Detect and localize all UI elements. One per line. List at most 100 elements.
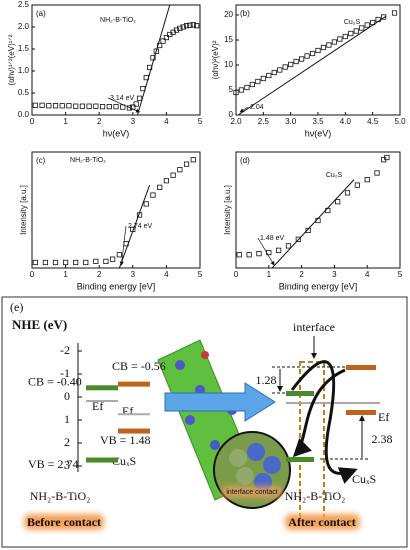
data-point: [32, 102, 38, 108]
data-point: [136, 95, 143, 101]
y-axis-label: Intensity [a.u.]: [19, 185, 28, 235]
panel-label: (b): [240, 9, 250, 18]
data-point: [63, 259, 69, 266]
y-axis-label: (αhν)¹ᐟ²(eV)¹ᐟ²: [7, 34, 16, 85]
data-point: [309, 50, 316, 57]
data-point: [380, 14, 387, 20]
after-vb-green: [286, 457, 314, 462]
data-point: [52, 259, 59, 266]
data-point: [73, 259, 79, 266]
x-tick-label: 5: [398, 270, 403, 279]
fit-line: [118, 184, 151, 269]
data-point: [110, 256, 116, 262]
data-point: [344, 190, 351, 196]
x-tick-label: 4.0: [340, 117, 352, 126]
data-point: [52, 103, 59, 109]
data-point: [73, 103, 79, 109]
data-point: [183, 161, 190, 167]
data-point: [384, 154, 390, 161]
before-glow: [24, 514, 104, 530]
plot-frame: [235, 151, 401, 269]
data-point: [173, 27, 180, 33]
data-point: [150, 192, 156, 198]
data-point: [163, 178, 169, 184]
before-label: Before contact: [27, 515, 101, 529]
series-label: NH₂-B-TiO₂: [70, 157, 106, 164]
y-tick-label: 2.5: [18, 0, 30, 9]
data-point: [126, 105, 133, 111]
data-point: [59, 103, 65, 109]
band-level: [118, 381, 150, 387]
after-label: After contact: [288, 515, 355, 529]
data-point: [285, 243, 292, 249]
x-tick-label: 1: [63, 117, 68, 126]
inset-label: interface contact: [226, 489, 277, 496]
annotation-arrow: [119, 225, 127, 266]
cu-after: CuₓS: [352, 472, 376, 486]
energy-tick-label: 3: [64, 458, 70, 472]
data-point: [93, 258, 99, 264]
panel-label: (e): [10, 300, 23, 314]
data-point: [190, 22, 196, 28]
fit-line: [137, 4, 171, 116]
data-point: [113, 104, 119, 110]
data-point: [295, 236, 301, 242]
series-label: NH₂-B-TiO₂: [100, 17, 136, 24]
x-axis-label: hν(eV): [103, 128, 130, 138]
x-tick-label: 2: [97, 117, 102, 126]
data-point: [177, 167, 183, 173]
transfer-curve: [292, 368, 346, 458]
tio2-after: NH₂-B-TiO₂: [285, 489, 346, 503]
x-tick-label: 4: [164, 117, 169, 126]
data-point: [374, 170, 380, 176]
data-point: [364, 177, 370, 183]
data-point: [194, 23, 200, 29]
data-point: [271, 69, 277, 76]
y-tick-label: 0: [229, 110, 234, 119]
y-tick-label: 20: [224, 10, 233, 19]
data-point: [106, 104, 112, 110]
data-point: [99, 104, 106, 110]
data-point: [354, 182, 360, 188]
x-axis-label: Binding energy [eV]: [77, 281, 156, 291]
data-point: [304, 53, 310, 59]
transfer-arrow: [164, 382, 276, 422]
data-point: [364, 22, 370, 28]
data-point: [93, 103, 99, 109]
fermi-before: Ef: [92, 399, 103, 413]
x-tick-label: 3: [332, 270, 337, 279]
energy-tick-label: -2: [60, 343, 70, 357]
data-point: [116, 252, 122, 258]
data-point: [83, 259, 89, 266]
data-point: [86, 103, 92, 109]
x-tick-label: 3: [131, 270, 136, 279]
panel-label: (a): [36, 9, 46, 18]
x-tick-label: 3: [131, 117, 136, 126]
band-level: [86, 385, 118, 391]
data-point: [249, 81, 255, 88]
data-point: [276, 247, 282, 253]
data-point: [103, 258, 109, 264]
data-point: [233, 89, 239, 96]
data-point: [335, 199, 341, 205]
x-axis-label: hν(eV): [305, 128, 332, 138]
x-tick-label: 1: [63, 270, 68, 279]
series-label: Cu₂S: [326, 172, 343, 179]
fit-line: [237, 15, 387, 116]
data-point: [266, 72, 272, 79]
energy-tick-label: 1: [64, 412, 70, 426]
data-point: [305, 227, 311, 234]
data-point: [153, 48, 159, 54]
data-point: [66, 103, 72, 109]
plot-frame: [31, 151, 201, 269]
axis-title: NHE (eV): [12, 317, 67, 332]
y-tick-label: 0.0: [18, 110, 30, 119]
data-point: [187, 22, 193, 28]
energy-tick-label: 2: [64, 435, 70, 449]
x-tick-label: 5: [198, 270, 203, 279]
data-point: [170, 172, 176, 178]
data-point: [298, 56, 305, 62]
x-tick-label: 0: [30, 270, 35, 279]
panel-label: (c): [36, 156, 46, 165]
